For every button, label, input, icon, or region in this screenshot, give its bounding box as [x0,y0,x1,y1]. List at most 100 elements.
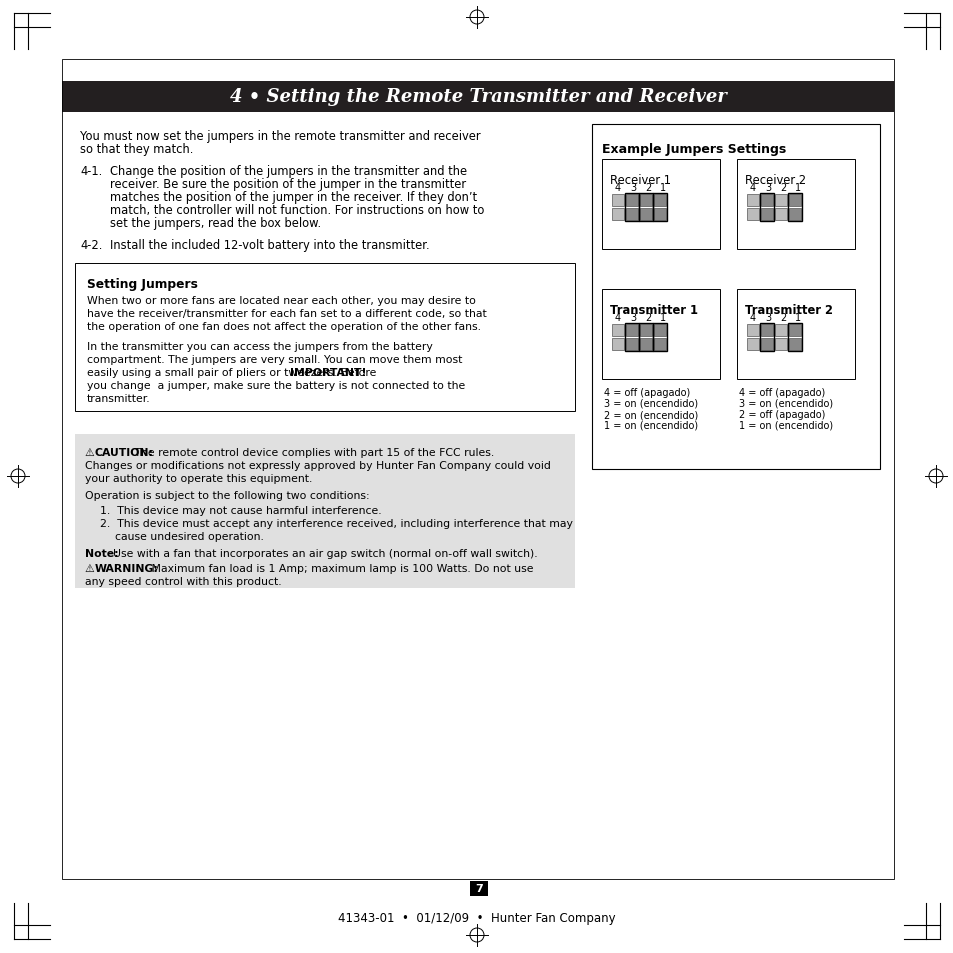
Text: have the receiver/transmitter for each fan set to a different code, so that: have the receiver/transmitter for each f… [87,309,486,318]
Text: IMPORTANT!: IMPORTANT! [290,368,367,377]
Bar [654,338,665,351]
Bar [625,209,638,221]
Bar [760,338,772,351]
Text: 2 = on (encendido): 2 = on (encendido) [603,410,698,419]
Bar [612,338,623,351]
Text: 1: 1 [659,183,665,193]
Bar [760,324,773,352]
Text: 1.  This device may not cause harmful interference.: 1. This device may not cause harmful int… [100,505,381,516]
Text: CAUTION:: CAUTION: [94,448,153,457]
Bar [624,193,639,222]
Bar [612,209,623,221]
Text: Transmitter 1: Transmitter 1 [609,304,698,316]
Bar [760,209,772,221]
Bar [639,324,652,352]
Bar [592,125,879,470]
Text: set the jumpers, read the box below.: set the jumpers, read the box below. [110,216,321,230]
Text: Setting Jumpers: Setting Jumpers [87,277,197,291]
Text: 4: 4 [615,313,620,323]
Text: 2 = off (apagado): 2 = off (apagado) [739,410,824,419]
Text: 4-1.: 4-1. [80,165,102,178]
Bar [639,338,651,351]
Text: You must now set the jumpers in the remote transmitter and receiver: You must now set the jumpers in the remo… [80,130,480,143]
Bar [601,290,720,379]
Text: the operation of one fan does not affect the operation of the other fans.: the operation of one fan does not affect… [87,322,480,332]
Text: In the transmitter you can access the jumpers from the battery: In the transmitter you can access the ju… [87,341,433,352]
Text: 4 = off (apagado): 4 = off (apagado) [739,388,824,397]
Text: When two or more fans are located near each other, you may desire to: When two or more fans are located near e… [87,295,476,306]
Bar [788,338,801,351]
Bar [760,193,773,222]
Bar [62,60,893,879]
Text: Receiver 1: Receiver 1 [609,173,670,187]
Text: 3: 3 [764,313,770,323]
Text: 2: 2 [644,313,651,323]
Bar [652,193,666,222]
Bar [788,194,801,207]
Bar [62,82,893,112]
Text: 2: 2 [779,313,785,323]
Bar [787,193,801,222]
Text: Install the included 12-volt battery into the transmitter.: Install the included 12-volt battery int… [110,239,429,252]
Text: 3: 3 [629,313,636,323]
Text: you change  a jumper, make sure the battery is not connected to the: you change a jumper, make sure the batte… [87,380,465,391]
Bar [625,325,638,336]
Text: Use with a fan that incorporates an air gap switch (normal on-off wall switch).: Use with a fan that incorporates an air … [112,548,537,558]
Text: 1 = on (encendido): 1 = on (encendido) [603,420,698,431]
Bar [639,209,651,221]
Bar [624,324,639,352]
Text: easily using a small pair of pliers or tweezers.: easily using a small pair of pliers or t… [87,368,340,377]
Text: so that they match.: so that they match. [80,143,193,156]
Text: ⚠: ⚠ [85,448,98,457]
Bar [774,209,786,221]
Bar [639,193,652,222]
Text: Transmitter 2: Transmitter 2 [744,304,832,316]
Bar [774,338,786,351]
Bar [760,325,772,336]
Text: Example Jumpers Settings: Example Jumpers Settings [601,143,785,156]
Text: 7: 7 [475,883,482,894]
Bar [654,194,665,207]
Text: 41343-01  •  01/12/09  •  Hunter Fan Company: 41343-01 • 01/12/09 • Hunter Fan Company [337,911,616,924]
Text: 1: 1 [794,183,801,193]
Bar [760,194,772,207]
Bar [746,338,759,351]
Text: 1: 1 [659,313,665,323]
Text: compartment. The jumpers are very small. You can move them most: compartment. The jumpers are very small.… [87,355,462,365]
Text: 3: 3 [629,183,636,193]
Bar [787,324,801,352]
Text: 4: 4 [749,313,756,323]
Text: 4: 4 [749,183,756,193]
Text: receiver. Be sure the position of the jumper in the transmitter: receiver. Be sure the position of the ju… [110,178,466,191]
Text: match, the controller will not function. For instructions on how to: match, the controller will not function.… [110,204,484,216]
Bar [612,325,623,336]
Text: Receiver 2: Receiver 2 [744,173,805,187]
Text: 3: 3 [764,183,770,193]
Bar [639,325,651,336]
Text: ⚠: ⚠ [85,563,98,574]
Text: your authority to operate this equipment.: your authority to operate this equipment… [85,474,312,483]
Bar [746,194,759,207]
Text: 4 = off (apagado): 4 = off (apagado) [603,388,690,397]
Bar [625,194,638,207]
Bar [737,290,854,379]
Text: matches the position of the jumper in the receiver. If they don’t: matches the position of the jumper in th… [110,191,476,204]
Text: 1 = on (encendido): 1 = on (encendido) [739,420,832,431]
Bar [788,209,801,221]
Text: Change the position of the jumpers in the transmitter and the: Change the position of the jumpers in th… [110,165,467,178]
Bar [612,194,623,207]
Text: 2.  This device must accept any interference received, including interference th: 2. This device must accept any interfere… [100,518,572,529]
Text: transmitter.: transmitter. [87,394,151,403]
Text: 3 = on (encendido): 3 = on (encendido) [603,398,698,409]
Text: The remote control device complies with part 15 of the FCC rules.: The remote control device complies with … [131,448,494,457]
Bar [746,325,759,336]
Bar [774,325,786,336]
Bar [625,338,638,351]
Bar [788,325,801,336]
Text: 4: 4 [615,183,620,193]
Bar [601,160,720,250]
Bar [737,160,854,250]
Text: 2: 2 [644,183,651,193]
Text: 4 • Setting the Remote Transmitter and Receiver: 4 • Setting the Remote Transmitter and R… [230,89,725,107]
Text: Maximum fan load is 1 Amp; maximum lamp is 100 Watts. Do not use: Maximum fan load is 1 Amp; maximum lamp … [148,563,533,574]
